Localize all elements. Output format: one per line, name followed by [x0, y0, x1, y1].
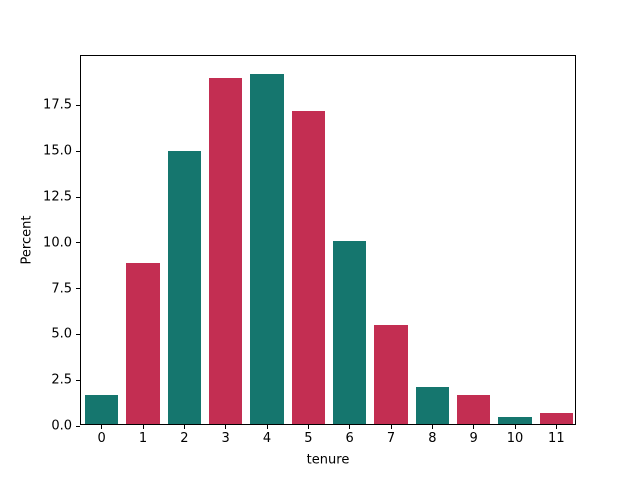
- bar-tenure-5: [291, 110, 325, 424]
- x-tick-label-4: 4: [262, 431, 272, 446]
- y-tick-mark-2.5: [76, 379, 80, 381]
- y-tick-label-7.5: 7.5: [51, 281, 72, 297]
- x-tick-mark-1: [142, 425, 144, 429]
- bar-tenure-0: [85, 394, 119, 424]
- x-tick-mark-8: [431, 425, 433, 429]
- x-tick-label-8: 8: [428, 431, 437, 446]
- bar-tenure-9: [457, 394, 491, 424]
- y-tick-mark-17.5: [76, 104, 80, 106]
- x-tick-mark-3: [225, 425, 227, 429]
- bar-tenure-10: [498, 416, 532, 424]
- x-tick-label-2: 2: [180, 431, 189, 446]
- x-tick-mark-7: [390, 425, 392, 429]
- x-tick-label-5: 5: [304, 431, 313, 446]
- y-tick-label-17.5: 17.5: [43, 97, 72, 113]
- bar-tenure-6: [333, 240, 367, 424]
- x-tick-label-7: 7: [386, 431, 396, 446]
- y-axis-label: Percent: [19, 215, 35, 265]
- y-tick-mark-10.0: [76, 242, 80, 244]
- x-tick-mark-5: [307, 425, 309, 429]
- x-tick-mark-9: [473, 425, 475, 429]
- bar-tenure-3: [209, 77, 243, 424]
- x-tick-mark-10: [514, 425, 516, 429]
- x-axis-label: tenure: [306, 452, 350, 468]
- y-tick-mark-5.0: [76, 333, 80, 335]
- x-tick-mark-0: [101, 425, 103, 429]
- y-tick-mark-12.5: [76, 196, 80, 198]
- y-tick-label-15.0: 15.0: [43, 143, 72, 159]
- x-tick-label-3: 3: [221, 431, 230, 446]
- bar-tenure-2: [167, 151, 201, 424]
- y-tick-label-5.0: 5.0: [51, 326, 72, 342]
- bar-tenure-7: [374, 325, 408, 424]
- x-tick-label-0: 0: [97, 431, 106, 446]
- y-tick-label-12.5: 12.5: [43, 189, 72, 205]
- y-tick-mark-7.5: [76, 288, 80, 290]
- x-tick-mark-4: [266, 425, 268, 429]
- bar-tenure-8: [415, 387, 449, 424]
- x-tick-label-11: 11: [548, 431, 565, 446]
- y-tick-mark-15.0: [76, 150, 80, 152]
- x-tick-mark-6: [349, 425, 351, 429]
- y-tick-label-10.0: 10.0: [43, 235, 72, 251]
- bar-tenure-4: [250, 74, 284, 424]
- x-tick-label-10: 10: [506, 431, 524, 446]
- x-tick-label-9: 9: [469, 431, 478, 446]
- x-tick-label-1: 1: [138, 431, 148, 446]
- y-tick-label-2.5: 2.5: [51, 372, 72, 388]
- x-tick-label-6: 6: [345, 431, 354, 446]
- plot-area: 0 1 2 3 4 5 6 7 8 9 10 11 0.0 2.5 5.0 7.5 10.0 12.5 15.0 17…: [43, 55, 576, 445]
- bar-tenure-11: [539, 413, 573, 424]
- y-tick-label-0.0: 0.0: [51, 418, 72, 434]
- y-tick-mark-0.0: [76, 425, 80, 427]
- x-tick-mark-2: [183, 425, 185, 429]
- bar-tenure-1: [126, 262, 160, 424]
- x-tick-mark-11: [555, 425, 557, 429]
